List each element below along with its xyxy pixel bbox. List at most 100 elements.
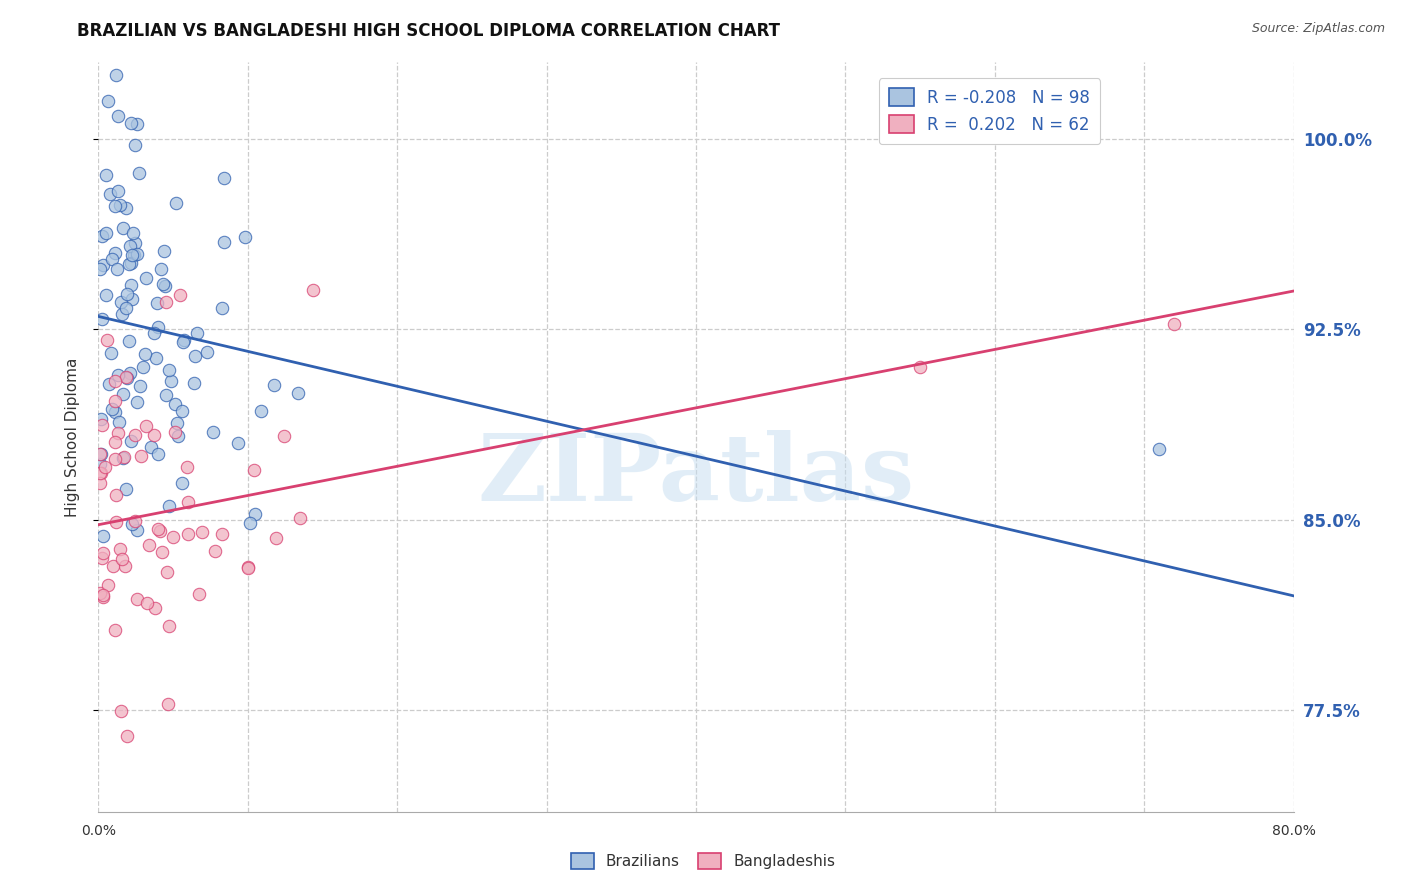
Point bbox=[146, 296, 169, 310]
Point bbox=[157, 499, 180, 513]
Point bbox=[273, 429, 295, 443]
Point bbox=[89, 447, 111, 461]
Point bbox=[115, 370, 138, 384]
Point bbox=[157, 362, 180, 376]
Point bbox=[127, 117, 149, 131]
Point bbox=[122, 226, 145, 240]
Point bbox=[94, 169, 117, 183]
Point bbox=[162, 530, 184, 544]
Point bbox=[115, 201, 138, 215]
Point bbox=[287, 386, 309, 401]
Point bbox=[90, 466, 112, 480]
Point bbox=[173, 333, 195, 347]
Point bbox=[104, 405, 127, 419]
Point bbox=[239, 516, 262, 530]
Point bbox=[90, 412, 112, 426]
Point bbox=[128, 166, 150, 180]
Point bbox=[204, 543, 226, 558]
Point bbox=[104, 393, 127, 408]
Point bbox=[107, 368, 129, 382]
Point bbox=[125, 247, 148, 261]
Point bbox=[177, 527, 200, 541]
Point bbox=[111, 308, 134, 322]
Point bbox=[104, 374, 127, 388]
Point bbox=[263, 378, 285, 392]
Point bbox=[115, 482, 138, 496]
Point bbox=[120, 434, 142, 449]
Point bbox=[127, 591, 149, 606]
Point bbox=[101, 401, 124, 416]
Point bbox=[89, 458, 111, 472]
Point bbox=[104, 198, 127, 212]
Point bbox=[115, 729, 138, 743]
Y-axis label: High School Diploma: High School Diploma bbox=[65, 358, 80, 516]
Point bbox=[228, 436, 250, 450]
Point bbox=[97, 94, 120, 108]
Point bbox=[170, 475, 193, 490]
Point bbox=[115, 301, 138, 315]
Point bbox=[129, 449, 152, 463]
Point bbox=[201, 425, 224, 439]
Point bbox=[91, 546, 114, 560]
Text: 0.0%: 0.0% bbox=[82, 824, 115, 838]
Point bbox=[238, 561, 260, 575]
Point bbox=[97, 577, 120, 591]
Point bbox=[1147, 442, 1170, 456]
Point bbox=[121, 517, 143, 532]
Point bbox=[302, 283, 325, 297]
Point bbox=[132, 359, 155, 374]
Point bbox=[148, 447, 170, 461]
Point bbox=[129, 379, 152, 393]
Point bbox=[110, 294, 132, 309]
Point bbox=[90, 447, 112, 461]
Point bbox=[152, 277, 174, 291]
Point bbox=[159, 619, 181, 633]
Point bbox=[111, 551, 134, 566]
Point bbox=[94, 288, 117, 302]
Point bbox=[197, 345, 219, 359]
Point bbox=[236, 560, 259, 574]
Point bbox=[107, 425, 129, 440]
Point bbox=[160, 374, 183, 388]
Point bbox=[96, 333, 118, 347]
Point bbox=[115, 370, 138, 384]
Point bbox=[93, 529, 115, 543]
Point bbox=[139, 440, 162, 454]
Point bbox=[89, 585, 111, 599]
Point bbox=[107, 109, 129, 123]
Point bbox=[908, 360, 931, 375]
Point bbox=[121, 292, 143, 306]
Point bbox=[186, 326, 208, 341]
Point bbox=[212, 171, 235, 186]
Point bbox=[156, 697, 179, 711]
Point bbox=[117, 334, 139, 348]
Point bbox=[105, 515, 128, 529]
Point bbox=[233, 230, 256, 244]
Point bbox=[105, 68, 128, 82]
Point bbox=[89, 261, 111, 276]
Point bbox=[111, 220, 134, 235]
Point bbox=[124, 138, 146, 153]
Point bbox=[124, 427, 146, 442]
Point bbox=[120, 277, 142, 292]
Point bbox=[143, 326, 166, 341]
Point bbox=[118, 257, 141, 271]
Point bbox=[112, 387, 135, 401]
Point bbox=[91, 591, 114, 605]
Point bbox=[127, 523, 149, 537]
Text: BRAZILIAN VS BANGLADESHI HIGH SCHOOL DIPLOMA CORRELATION CHART: BRAZILIAN VS BANGLADESHI HIGH SCHOOL DIP… bbox=[77, 22, 780, 40]
Point bbox=[169, 288, 191, 302]
Point bbox=[121, 248, 143, 262]
Point bbox=[94, 227, 117, 241]
Point bbox=[183, 350, 205, 364]
Point bbox=[134, 347, 156, 361]
Point bbox=[97, 377, 120, 392]
Point bbox=[104, 452, 127, 467]
Point bbox=[118, 239, 141, 253]
Point bbox=[91, 418, 114, 433]
Point bbox=[150, 544, 173, 558]
Point bbox=[91, 228, 114, 243]
Point bbox=[166, 416, 188, 430]
Point bbox=[288, 511, 311, 525]
Point bbox=[120, 116, 142, 130]
